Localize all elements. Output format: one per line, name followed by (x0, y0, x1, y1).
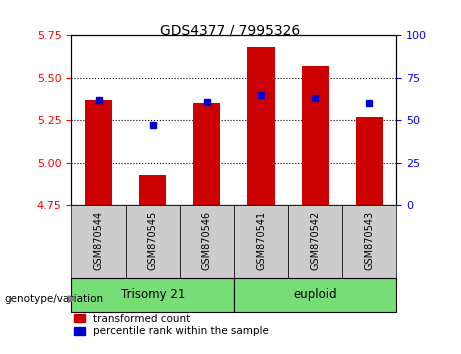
Text: genotype/variation: genotype/variation (5, 294, 104, 304)
Text: GSM870544: GSM870544 (94, 211, 104, 270)
Bar (139, 175, 166, 205)
Bar (356, 117, 383, 205)
Legend: transformed count, percentile rank within the sample: transformed count, percentile rank withi… (73, 313, 270, 337)
Bar (193, 103, 220, 205)
Text: euploid: euploid (293, 288, 337, 301)
Bar (234, 205, 288, 278)
Bar (288, 205, 342, 278)
Text: GSM870545: GSM870545 (148, 211, 158, 270)
Bar (71, 205, 125, 278)
Bar (301, 66, 329, 205)
Bar (71, 278, 234, 312)
Bar (85, 100, 112, 205)
Bar (180, 205, 234, 278)
Bar (234, 278, 396, 312)
Text: ▶: ▶ (68, 294, 77, 304)
Text: GSM870542: GSM870542 (310, 211, 320, 270)
Text: GSM870541: GSM870541 (256, 211, 266, 270)
Bar (248, 47, 275, 205)
Text: GSM870546: GSM870546 (202, 211, 212, 270)
Bar (342, 205, 396, 278)
Text: Trisomy 21: Trisomy 21 (120, 288, 185, 301)
Text: GDS4377 / 7995326: GDS4377 / 7995326 (160, 23, 301, 37)
Bar (125, 205, 180, 278)
Text: GSM870543: GSM870543 (364, 211, 374, 270)
